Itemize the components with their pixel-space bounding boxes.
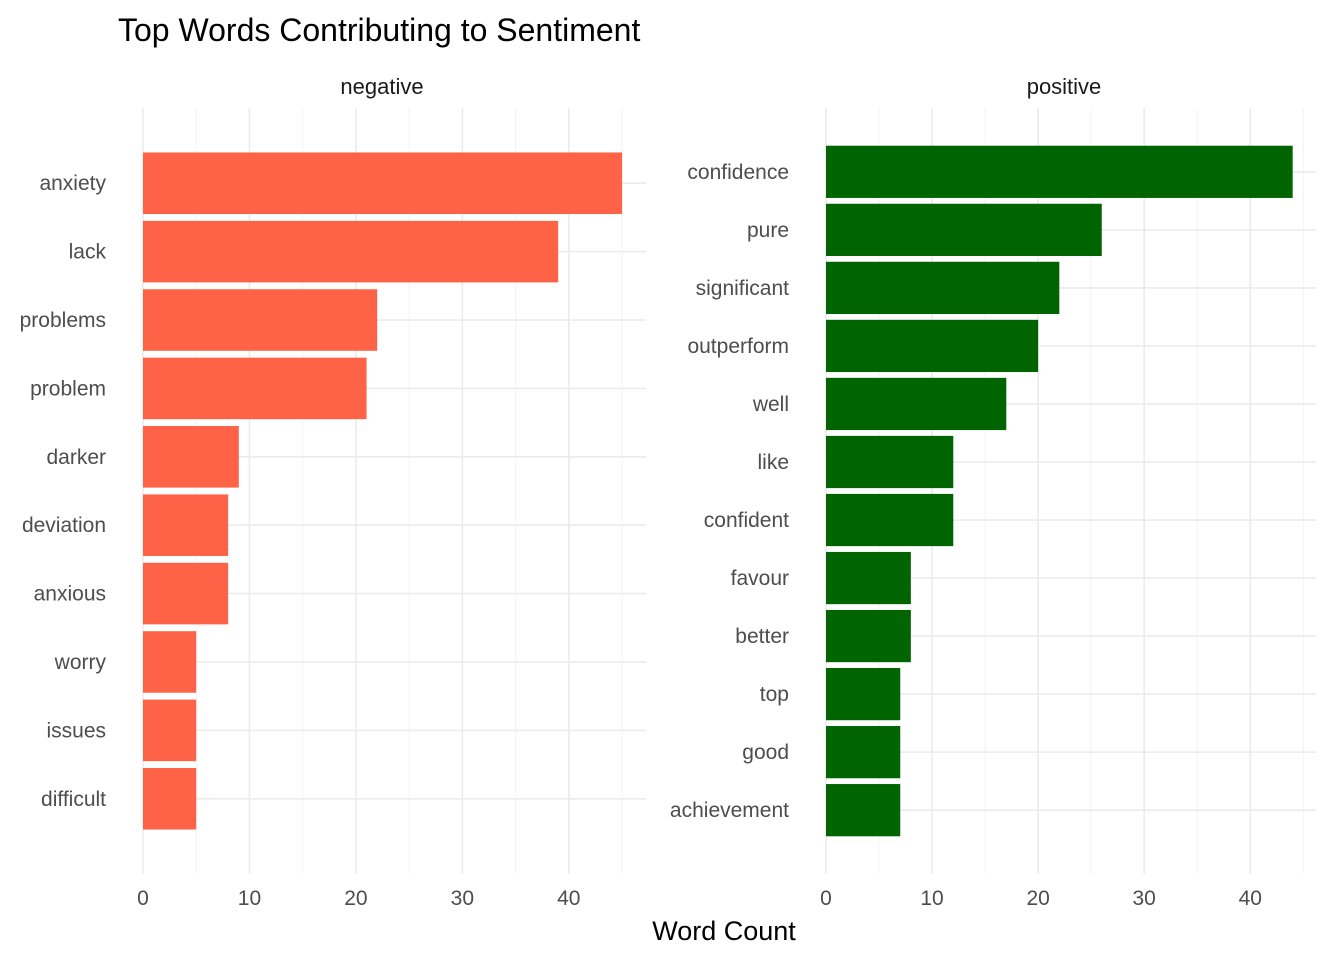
y-tick-label: achievement: [670, 799, 789, 822]
y-tick-label: deviation: [22, 514, 106, 537]
bar-anxious: [143, 562, 229, 625]
bar-confident: [826, 493, 954, 547]
y-tick-label: difficult: [41, 788, 106, 811]
bar-darker: [143, 426, 239, 488]
bar-top: [826, 667, 901, 721]
bar-confidence: [826, 145, 1293, 198]
x-tick-label: 30: [1133, 887, 1156, 910]
y-tick-label: confident: [704, 509, 789, 532]
x-tick-label: 20: [1026, 887, 1049, 910]
chart-title: Top Words Contributing to Sentiment: [118, 12, 640, 48]
bar-outperform: [826, 319, 1039, 373]
bar-achievement: [826, 784, 901, 837]
y-tick-label: better: [735, 625, 789, 648]
y-tick-label: worry: [54, 651, 107, 674]
x-tick-label: 10: [920, 887, 943, 910]
y-tick-label: issues: [46, 719, 106, 742]
y-tick-label: pure: [747, 219, 789, 242]
bar-lack: [143, 220, 559, 283]
x-tick-label: 30: [451, 887, 474, 910]
bar-like: [826, 435, 954, 489]
x-axis-label: Word Count: [652, 916, 796, 946]
y-tick-label: good: [742, 741, 789, 764]
bar-problem: [143, 357, 367, 420]
bar-deviation: [143, 494, 229, 556]
bar-better: [826, 609, 911, 663]
y-tick-label: anxious: [34, 583, 106, 606]
y-tick-label: like: [757, 451, 789, 474]
y-tick-label: darker: [46, 446, 106, 469]
y-tick-label: top: [760, 683, 789, 706]
x-tick-label: 20: [344, 887, 367, 910]
bar-worry: [143, 631, 197, 693]
bar-significant: [826, 261, 1060, 315]
panel-strip-label: negative: [340, 74, 423, 99]
y-tick-label: lack: [69, 241, 107, 264]
x-tick-label: 40: [557, 887, 580, 910]
y-tick-label: outperform: [687, 335, 789, 358]
y-tick-label: problems: [20, 309, 106, 332]
bar-favour: [826, 551, 911, 605]
bar-difficult: [143, 767, 197, 830]
bar-good: [826, 726, 901, 779]
panel-strip-label: positive: [1027, 74, 1102, 99]
x-tick-label: 0: [137, 887, 149, 910]
y-tick-label: anxiety: [39, 172, 106, 195]
y-tick-label: favour: [731, 567, 789, 590]
y-tick-label: problem: [30, 377, 106, 400]
y-tick-label: confidence: [687, 161, 789, 184]
x-tick-label: 40: [1239, 887, 1262, 910]
bar-anxiety: [143, 152, 623, 215]
bar-pure: [826, 203, 1102, 256]
y-tick-label: well: [752, 393, 789, 416]
x-tick-label: 0: [820, 887, 832, 910]
panel-negative: anxiety lack problems problem darker deviatio…: [20, 74, 646, 910]
x-tick-label: 10: [238, 887, 261, 910]
bar-issues: [143, 699, 197, 762]
y-tick-label: significant: [696, 277, 790, 300]
bar-problems: [143, 289, 378, 351]
bar-well: [826, 377, 1007, 431]
panel-positive: confidence pure significant outperform well l…: [670, 74, 1316, 910]
